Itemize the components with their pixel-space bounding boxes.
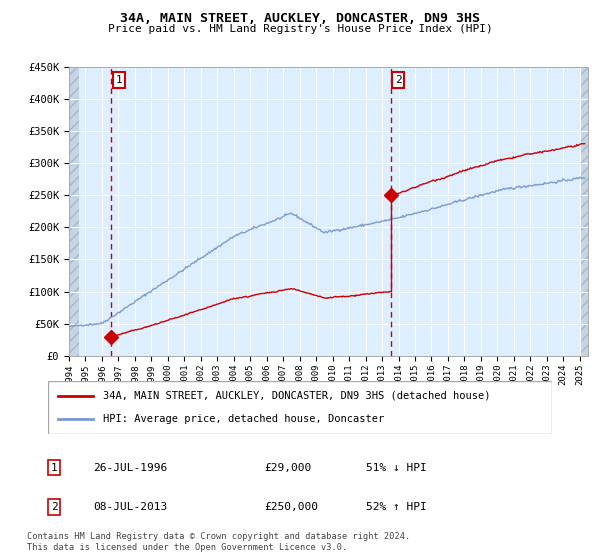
Text: 52% ↑ HPI: 52% ↑ HPI (366, 502, 427, 512)
Text: 34A, MAIN STREET, AUCKLEY, DONCASTER, DN9 3HS (detached house): 34A, MAIN STREET, AUCKLEY, DONCASTER, DN… (103, 391, 491, 401)
Text: 51% ↓ HPI: 51% ↓ HPI (366, 463, 427, 473)
Bar (69, 67, 79, 356)
Text: 08-JUL-2013: 08-JUL-2013 (93, 502, 167, 512)
Text: £250,000: £250,000 (264, 502, 318, 512)
Text: 34A, MAIN STREET, AUCKLEY, DONCASTER, DN9 3HS: 34A, MAIN STREET, AUCKLEY, DONCASTER, DN… (120, 12, 480, 25)
Text: 26-JUL-1996: 26-JUL-1996 (93, 463, 167, 473)
Text: This data is licensed under the Open Government Licence v3.0.: This data is licensed under the Open Gov… (27, 543, 347, 552)
Bar (581, 67, 588, 356)
Text: Price paid vs. HM Land Registry's House Price Index (HPI): Price paid vs. HM Land Registry's House … (107, 24, 493, 34)
Text: HPI: Average price, detached house, Doncaster: HPI: Average price, detached house, Donc… (103, 414, 385, 424)
Text: £29,000: £29,000 (264, 463, 311, 473)
Text: 2: 2 (395, 75, 401, 85)
Text: 2: 2 (50, 502, 58, 512)
Text: 1: 1 (50, 463, 58, 473)
Text: 1: 1 (115, 75, 122, 85)
FancyBboxPatch shape (48, 381, 552, 434)
Text: Contains HM Land Registry data © Crown copyright and database right 2024.: Contains HM Land Registry data © Crown c… (27, 532, 410, 541)
